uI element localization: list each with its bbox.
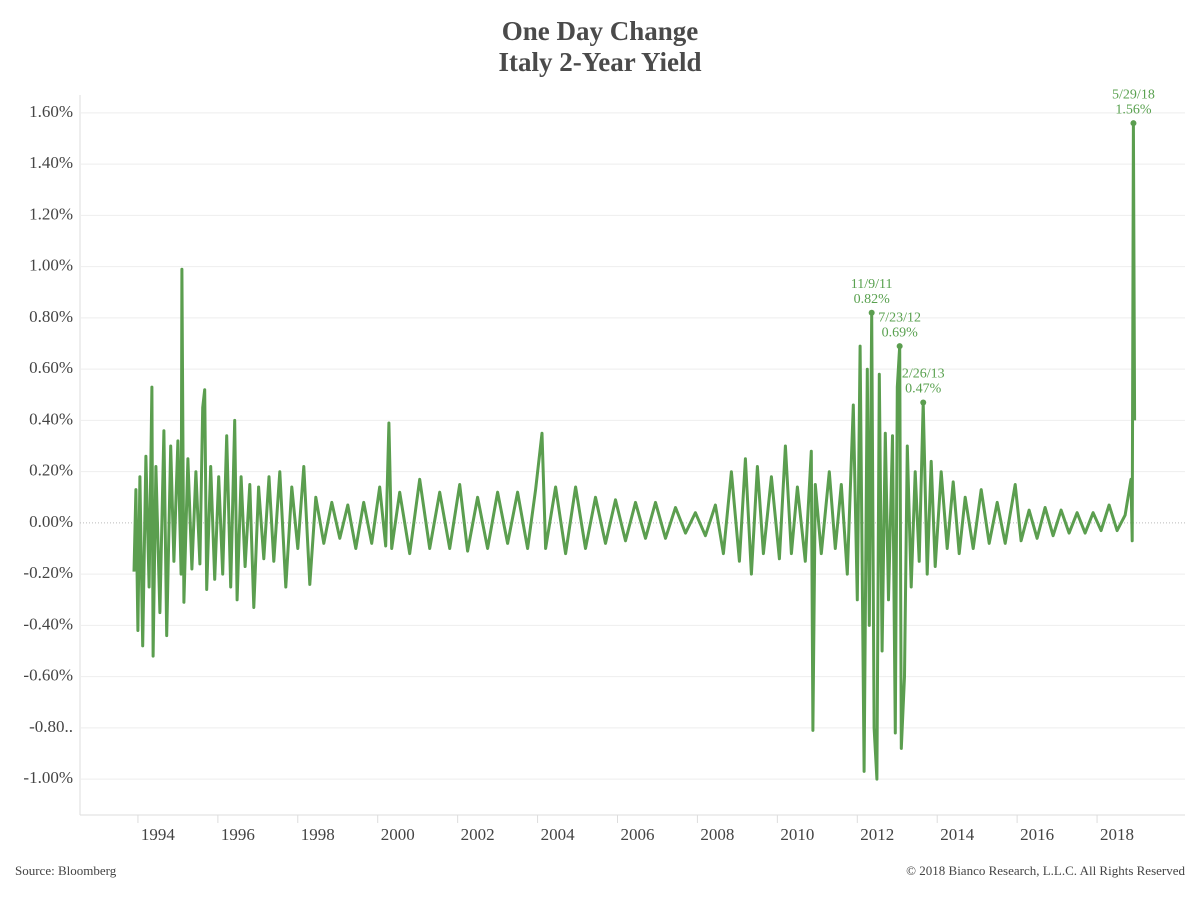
x-tick-label: 2000 xyxy=(381,825,415,844)
annotation-dot xyxy=(920,399,927,406)
x-tick-label: 2012 xyxy=(860,825,894,844)
chart-subtitle: Italy 2-Year Yield xyxy=(499,47,702,77)
annotation-value: 1.56% xyxy=(1115,102,1152,117)
chart-title: One Day Change xyxy=(502,16,699,46)
annotation-value: 0.69% xyxy=(882,325,919,340)
y-tick-label: 0.00% xyxy=(29,512,73,531)
annotation-date: 2/26/13 xyxy=(902,367,945,382)
y-tick-label: 0.60% xyxy=(29,358,73,377)
source: Source: Bloomberg xyxy=(15,863,117,878)
y-tick-label: 0.80% xyxy=(29,307,73,326)
x-tick-label: 2004 xyxy=(541,825,576,844)
annotation-dot xyxy=(896,343,903,350)
y-tick-label: 1.40% xyxy=(29,153,73,172)
x-tick-label: 1998 xyxy=(301,825,335,844)
series-line xyxy=(132,121,1137,781)
x-tick-label: 1996 xyxy=(221,825,255,844)
y-tick-label: -0.40% xyxy=(23,614,73,633)
y-tick-label: 0.40% xyxy=(29,409,73,428)
y-tick-label: 1.60% xyxy=(29,102,73,121)
annotation-date: 11/9/11 xyxy=(851,277,893,292)
y-tick-label: -0.80.. xyxy=(29,717,73,736)
annotation-value: 0.82% xyxy=(854,292,891,307)
annotation-date: 7/23/12 xyxy=(878,310,921,325)
x-tick-label: 2006 xyxy=(620,825,654,844)
annotation-date: 5/29/18 xyxy=(1112,87,1155,102)
y-tick-label: 1.00% xyxy=(29,256,73,275)
y-tick-label: 1.20% xyxy=(29,204,73,223)
y-tick-label: -0.60% xyxy=(23,666,73,685)
x-tick-label: 1994 xyxy=(141,825,176,844)
annotation-dot xyxy=(1130,120,1137,127)
x-tick-label: 2018 xyxy=(1100,825,1134,844)
x-tick-label: 2010 xyxy=(780,825,814,844)
annotation-value: 0.47% xyxy=(905,382,942,397)
y-tick-label: 0.20% xyxy=(29,461,73,480)
x-tick-label: 2014 xyxy=(940,825,975,844)
annotation-dot xyxy=(868,309,875,316)
y-tick-label: -0.20% xyxy=(23,563,73,582)
x-tick-label: 2016 xyxy=(1020,825,1054,844)
y-tick-label: -1.00% xyxy=(23,768,73,787)
x-tick-label: 2002 xyxy=(461,825,495,844)
copyright: © 2018 Bianco Research, L.L.C. All Right… xyxy=(906,863,1185,878)
x-tick-label: 2008 xyxy=(700,825,734,844)
